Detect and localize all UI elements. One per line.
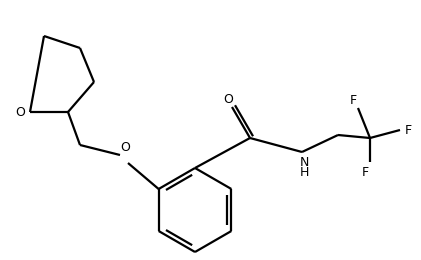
Text: N: N	[299, 155, 309, 168]
Text: F: F	[405, 124, 412, 136]
Text: F: F	[362, 166, 368, 179]
Text: O: O	[223, 93, 233, 106]
Text: F: F	[349, 94, 357, 107]
Text: O: O	[120, 140, 130, 153]
Text: H: H	[299, 166, 309, 179]
Text: O: O	[15, 106, 25, 119]
